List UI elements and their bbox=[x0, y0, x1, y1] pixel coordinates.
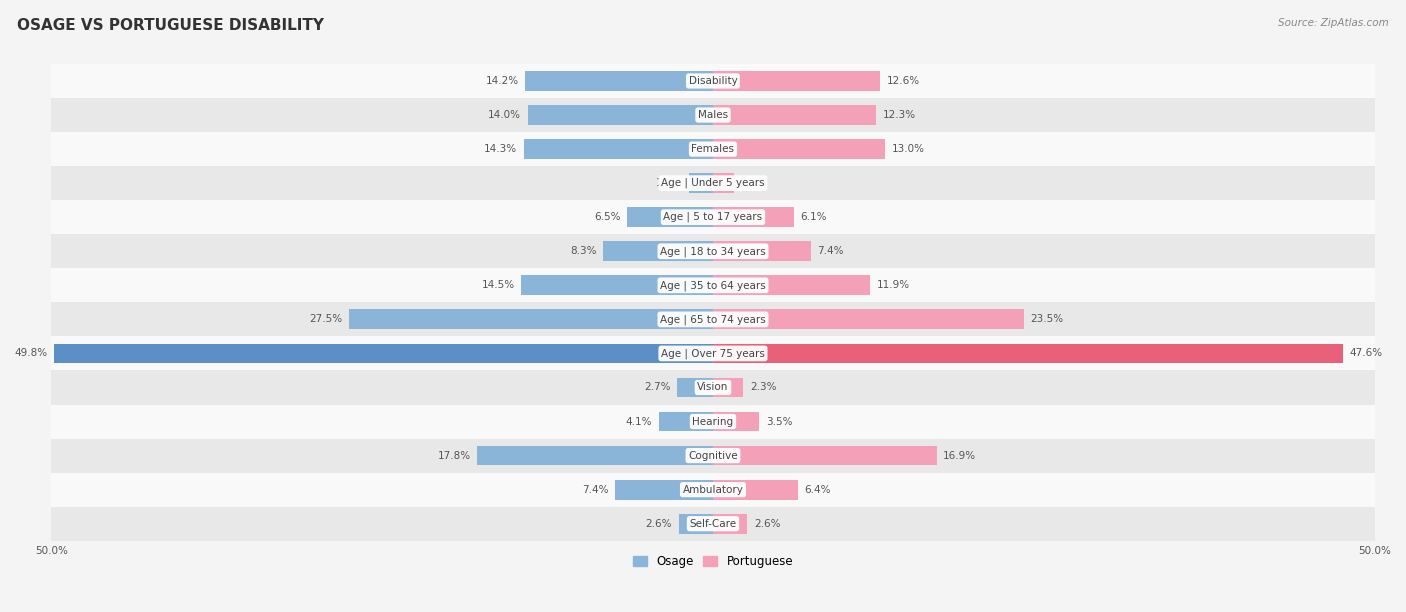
Text: 7.4%: 7.4% bbox=[582, 485, 609, 494]
Text: 12.6%: 12.6% bbox=[886, 76, 920, 86]
Bar bbox=[627, 207, 713, 227]
Text: 14.2%: 14.2% bbox=[485, 76, 519, 86]
Bar bbox=[659, 412, 713, 431]
Bar bbox=[52, 439, 1375, 472]
Bar bbox=[678, 378, 713, 397]
Bar bbox=[713, 207, 794, 227]
Text: Hearing: Hearing bbox=[692, 417, 734, 427]
Text: Age | Under 5 years: Age | Under 5 years bbox=[661, 178, 765, 188]
Text: 14.5%: 14.5% bbox=[481, 280, 515, 290]
Bar bbox=[524, 71, 713, 91]
Text: 6.5%: 6.5% bbox=[593, 212, 620, 222]
Text: OSAGE VS PORTUGUESE DISABILITY: OSAGE VS PORTUGUESE DISABILITY bbox=[17, 18, 323, 34]
Bar bbox=[713, 310, 1024, 329]
Bar bbox=[713, 514, 748, 534]
Bar bbox=[713, 412, 759, 431]
Text: Age | Over 75 years: Age | Over 75 years bbox=[661, 348, 765, 359]
Bar bbox=[52, 64, 1375, 98]
Text: 7.4%: 7.4% bbox=[817, 246, 844, 256]
Text: 4.1%: 4.1% bbox=[626, 417, 652, 427]
Bar bbox=[713, 378, 744, 397]
Bar bbox=[713, 173, 734, 193]
Text: 27.5%: 27.5% bbox=[309, 315, 343, 324]
Text: Self-Care: Self-Care bbox=[689, 519, 737, 529]
Text: Age | 5 to 17 years: Age | 5 to 17 years bbox=[664, 212, 762, 222]
Bar bbox=[52, 132, 1375, 166]
Bar bbox=[713, 71, 880, 91]
Bar bbox=[53, 343, 713, 364]
Bar bbox=[52, 200, 1375, 234]
Bar bbox=[478, 446, 713, 466]
Text: Disability: Disability bbox=[689, 76, 737, 86]
Bar bbox=[524, 139, 713, 159]
Bar bbox=[713, 139, 884, 159]
Text: 49.8%: 49.8% bbox=[14, 348, 48, 359]
Bar bbox=[349, 310, 713, 329]
Bar bbox=[52, 472, 1375, 507]
Text: 6.4%: 6.4% bbox=[804, 485, 831, 494]
Text: 2.7%: 2.7% bbox=[644, 382, 671, 392]
Text: Vision: Vision bbox=[697, 382, 728, 392]
Bar bbox=[713, 275, 870, 295]
Bar bbox=[713, 241, 811, 261]
Text: Age | 65 to 74 years: Age | 65 to 74 years bbox=[659, 314, 766, 324]
Text: Ambulatory: Ambulatory bbox=[682, 485, 744, 494]
Text: 3.5%: 3.5% bbox=[766, 417, 793, 427]
Bar bbox=[522, 275, 713, 295]
Bar bbox=[52, 507, 1375, 541]
Bar bbox=[614, 480, 713, 499]
Text: 16.9%: 16.9% bbox=[943, 450, 976, 461]
Text: Age | 35 to 64 years: Age | 35 to 64 years bbox=[659, 280, 766, 291]
Text: 11.9%: 11.9% bbox=[877, 280, 910, 290]
Text: 23.5%: 23.5% bbox=[1031, 315, 1064, 324]
Bar bbox=[713, 343, 1343, 364]
Text: Cognitive: Cognitive bbox=[688, 450, 738, 461]
Bar bbox=[52, 302, 1375, 337]
Bar bbox=[713, 446, 936, 466]
Bar bbox=[713, 105, 876, 125]
Text: 2.3%: 2.3% bbox=[749, 382, 776, 392]
Bar bbox=[52, 268, 1375, 302]
Bar bbox=[52, 166, 1375, 200]
Bar bbox=[713, 480, 797, 499]
Bar bbox=[52, 234, 1375, 268]
Text: Age | 18 to 34 years: Age | 18 to 34 years bbox=[659, 246, 766, 256]
Text: 12.3%: 12.3% bbox=[883, 110, 915, 120]
Bar bbox=[527, 105, 713, 125]
Text: Source: ZipAtlas.com: Source: ZipAtlas.com bbox=[1278, 18, 1389, 28]
Bar bbox=[52, 370, 1375, 405]
Text: 14.3%: 14.3% bbox=[484, 144, 517, 154]
Bar bbox=[52, 98, 1375, 132]
Text: 1.6%: 1.6% bbox=[741, 178, 768, 188]
Text: 13.0%: 13.0% bbox=[891, 144, 925, 154]
Bar bbox=[52, 337, 1375, 370]
Bar bbox=[603, 241, 713, 261]
Text: 6.1%: 6.1% bbox=[800, 212, 827, 222]
Legend: Osage, Portuguese: Osage, Portuguese bbox=[628, 551, 799, 573]
Text: 47.6%: 47.6% bbox=[1350, 348, 1382, 359]
Bar bbox=[689, 173, 713, 193]
Text: 1.8%: 1.8% bbox=[657, 178, 682, 188]
Text: Males: Males bbox=[697, 110, 728, 120]
Text: 8.3%: 8.3% bbox=[569, 246, 596, 256]
Bar bbox=[679, 514, 713, 534]
Text: Females: Females bbox=[692, 144, 734, 154]
Text: 17.8%: 17.8% bbox=[437, 450, 471, 461]
Text: 2.6%: 2.6% bbox=[645, 519, 672, 529]
Text: 14.0%: 14.0% bbox=[488, 110, 522, 120]
Text: 2.6%: 2.6% bbox=[754, 519, 780, 529]
Bar bbox=[52, 405, 1375, 439]
